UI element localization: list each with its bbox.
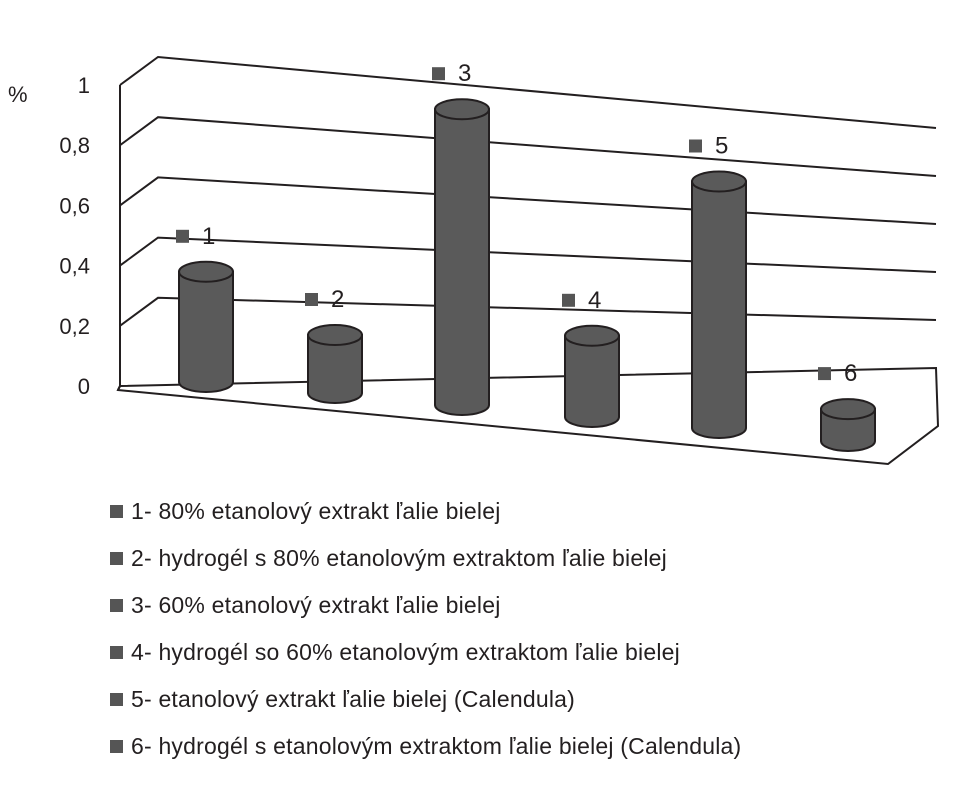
bar [178, 260, 234, 393]
bar [820, 398, 876, 452]
gridline [119, 55, 937, 129]
legend-label: 6- hydrogél s etanolovým extraktom ľalie… [131, 733, 742, 759]
y-tick-label: 1 [78, 73, 90, 98]
legend-label: 2- hydrogél s 80% etanolovým extraktom ľ… [131, 545, 667, 571]
bar-label-marker [689, 139, 702, 153]
gridline [119, 176, 937, 225]
legend-label: 4- hydrogél so 60% etanolovým extraktom … [131, 639, 680, 665]
legend-label: 5- etanolový extrakt ľalie bielej (Calen… [131, 686, 575, 712]
y-tick-label: 0,2 [59, 314, 90, 339]
bar-label-marker [818, 367, 831, 381]
chart-legend: 1- 80% etanolový extrakt ľalie bielej 2- … [110, 488, 741, 770]
floor-edge [117, 385, 121, 391]
legend-swatch [110, 552, 123, 565]
y-axis-ticks: 0 0,2 0,4 0,6 0,8 1 [59, 73, 90, 399]
y-tick-label: 0,8 [59, 133, 90, 158]
legend-item: 5- etanolový extrakt ľalie bielej (Calen… [110, 676, 741, 723]
gridline [119, 236, 937, 273]
bar [434, 98, 490, 416]
bar-category-label: 4 [588, 287, 601, 314]
legend-item: 3- 60% etanolový extrakt ľalie bielej [110, 582, 741, 629]
chart-plot: % 0 0,2 0,4 0,6 0,8 1 1 2 3 4 5 6 [8, 55, 940, 466]
legend-label: 1- 80% etanolový extrakt ľalie bielej [131, 498, 501, 524]
y-tick-label: 0,4 [59, 254, 90, 279]
bar-category-label: 6 [844, 360, 857, 387]
bar-label-marker [562, 293, 575, 307]
bar-category-label: 3 [458, 60, 471, 87]
bar-label-marker [176, 229, 189, 243]
legend-item: 1- 80% etanolový extrakt ľalie bielej [110, 488, 741, 535]
bar-label-marker [432, 67, 445, 81]
y-tick-label: 0 [78, 374, 90, 399]
legend-swatch [110, 740, 123, 753]
legend-item: 4- hydrogél so 60% etanolovým extraktom … [110, 629, 741, 676]
bar-category-label: 2 [331, 286, 344, 313]
legend-item: 6- hydrogél s etanolovým extraktom ľalie… [110, 723, 741, 770]
bar [307, 324, 363, 404]
chart-floor [116, 366, 940, 466]
chart-walls [116, 85, 940, 466]
legend-swatch [110, 505, 123, 518]
bar [564, 324, 620, 428]
bar-series: 1 2 3 4 5 6 [176, 60, 876, 452]
bar-category-label: 1 [202, 223, 215, 250]
legend-swatch [110, 693, 123, 706]
legend-swatch [110, 599, 123, 612]
legend-item: 2- hydrogél s 80% etanolovým extraktom ľ… [110, 535, 741, 582]
bar-label-marker [305, 293, 318, 306]
chart-gridlines [119, 55, 937, 327]
y-axis-unit: % [8, 82, 28, 107]
y-tick-label: 0,6 [59, 193, 90, 218]
bar-category-label: 5 [715, 133, 728, 160]
bar [691, 170, 747, 439]
gridline [119, 116, 937, 177]
legend-label: 3- 60% etanolový extrakt ľalie bielej [131, 592, 501, 618]
legend-swatch [110, 646, 123, 659]
gridline [119, 296, 937, 327]
